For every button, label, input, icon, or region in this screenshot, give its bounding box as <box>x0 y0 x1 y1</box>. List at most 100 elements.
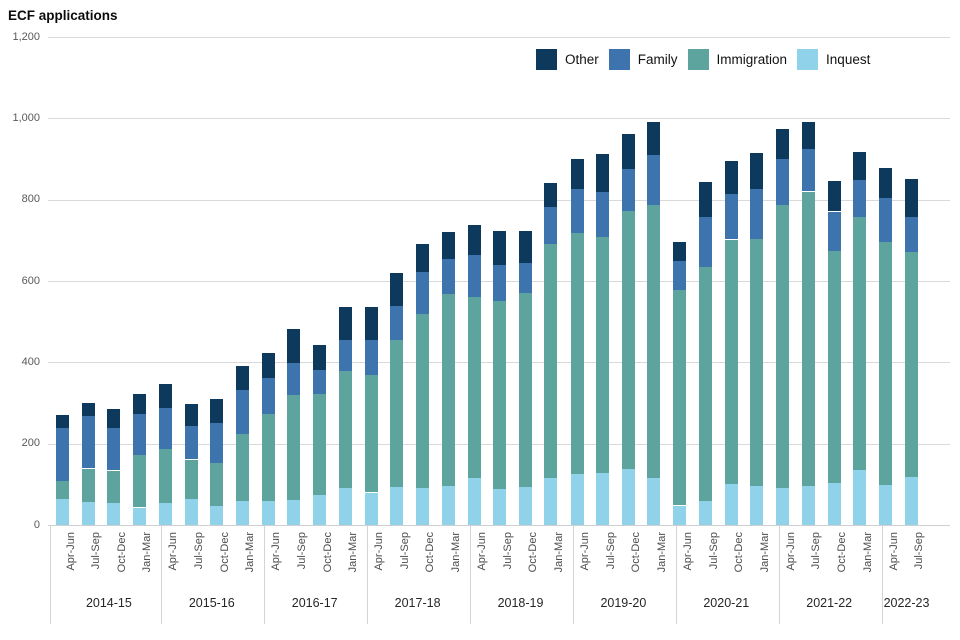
bar-segment-immigration-2017-18-Apr-Jun <box>364 375 378 493</box>
group-separator <box>675 526 677 624</box>
bar-segment-immigration-2019-20-Oct-Dec <box>621 211 635 469</box>
legend-label: Inquest <box>826 52 871 67</box>
bar-segment-inquest-2014-15-Apr-Jun <box>56 499 69 525</box>
bar-segment-family-2016-17-Jul-Sep <box>287 362 301 396</box>
bar-segment-other-2014-15-Apr-Jun <box>56 415 69 428</box>
gridline-1200 <box>48 37 950 38</box>
bar-segment-other-2016-17-Jul-Sep <box>287 329 301 363</box>
bar-segment-immigration-2014-15-Oct-Dec <box>107 470 121 503</box>
x-axis-quarter-label: Oct-Dec <box>115 532 128 573</box>
bar-segment-family-2015-16-Apr-Jun <box>158 407 172 449</box>
y-tick-label: 200 <box>21 437 40 450</box>
bar-segment-inquest-2015-16-Apr-Jun <box>158 502 172 525</box>
bar-segment-inquest-2014-15-Oct-Dec <box>107 503 121 525</box>
legend-label: Family <box>637 52 678 67</box>
bar-segment-inquest-2016-17-Apr-Jun <box>261 501 275 525</box>
bar-segment-family-2019-20-Jan-Mar <box>647 154 661 205</box>
bar-segment-immigration-2017-18-Jul-Sep <box>390 340 404 488</box>
bar-segment-immigration-2015-16-Jul-Sep <box>184 459 198 500</box>
x-axis-quarter-label: Oct-Dec <box>836 532 848 573</box>
x-axis-quarter-label: Jan-Mar <box>861 532 874 573</box>
bar-segment-immigration-2020-21-Jan-Mar <box>750 238 764 487</box>
group-separator <box>264 526 266 624</box>
bar-segment-family-2015-16-Jul-Sep <box>184 426 198 460</box>
group-separator <box>470 526 472 624</box>
gridline-0 <box>48 525 950 526</box>
bar-segment-inquest-2022-23-Jul-Sep <box>904 477 918 525</box>
bar-segment-immigration-2021-22-Jul-Sep <box>801 191 815 487</box>
bar-segment-immigration-2014-15-Jan-Mar <box>132 454 146 508</box>
legend-item-other: Other <box>536 49 599 70</box>
bar-segment-immigration-2021-22-Jan-Mar <box>853 216 867 470</box>
bar-segment-other-2015-16-Apr-Jun <box>158 383 172 408</box>
bar-segment-immigration-2020-21-Apr-Jun <box>673 290 687 506</box>
bar-segment-inquest-2019-20-Jul-Sep <box>596 472 610 525</box>
x-axis-quarter-label: Oct-Dec <box>630 532 643 573</box>
x-axis-quarter-label: Apr-Jun <box>579 532 591 571</box>
bar-segment-immigration-2016-17-Jan-Mar <box>338 371 352 488</box>
bar-segment-family-2016-17-Oct-Dec <box>313 369 326 394</box>
x-axis-quarter-label: Jan-Mar <box>141 532 154 573</box>
x-axis-quarter-label: Jul-Sep <box>604 532 617 570</box>
x-axis-quarter-label: Apr-Jun <box>784 532 797 571</box>
bar-segment-other-2014-15-Oct-Dec <box>107 409 121 429</box>
bar-segment-family-2021-22-Jul-Sep <box>801 148 815 192</box>
x-axis-year-label: 2021-22 <box>806 596 853 610</box>
bar-segment-immigration-2022-23-Jul-Sep <box>904 251 918 477</box>
group-separator <box>881 526 883 624</box>
bar-segment-immigration-2018-19-Oct-Dec <box>518 292 532 487</box>
bar-segment-immigration-2020-21-Oct-Dec <box>724 239 738 484</box>
bar-segment-family-2014-15-Apr-Jun <box>56 427 69 481</box>
x-axis-year-label: 2014-15 <box>85 596 132 610</box>
x-axis-quarter-label: Apr-Jun <box>887 532 900 571</box>
bar-segment-inquest-2021-22-Jan-Mar <box>853 469 867 525</box>
bar-segment-other-2020-21-Apr-Jun <box>673 241 687 262</box>
gridline-1000 <box>48 118 950 120</box>
x-axis-quarter-label: Jul-Sep <box>90 532 103 570</box>
bar-segment-family-2015-16-Oct-Dec <box>210 422 224 463</box>
y-tick-label: 1,200 <box>12 30 40 43</box>
x-axis-quarter-label: Jul-Sep <box>810 532 823 570</box>
legend-swatch-family <box>608 49 630 70</box>
bar-segment-family-2014-15-Jul-Sep <box>81 415 95 469</box>
bar-segment-inquest-2019-20-Apr-Jun <box>570 474 584 525</box>
bar-segment-family-2019-20-Apr-Jun <box>570 188 584 234</box>
x-axis-quarter-label: Jan-Mar <box>552 532 565 573</box>
bar-segment-inquest-2017-18-Jan-Mar <box>441 486 455 525</box>
group-separator <box>50 526 51 624</box>
bar-segment-family-2017-18-Jan-Mar <box>441 259 455 295</box>
x-axis-quarter-label: Jul-Sep <box>398 532 411 570</box>
bar-segment-family-2020-21-Apr-Jun <box>673 261 687 291</box>
bar-segment-inquest-2017-18-Apr-Jun <box>364 492 378 525</box>
bar-segment-inquest-2022-23-Apr-Jun <box>879 485 893 525</box>
x-axis-quarter-label: Oct-Dec <box>218 532 231 573</box>
bar-segment-inquest-2018-19-Jul-Sep <box>493 488 507 525</box>
bar-segment-inquest-2018-19-Oct-Dec <box>518 486 532 525</box>
bar-segment-other-2019-20-Jan-Mar <box>647 122 661 155</box>
bar-segment-immigration-2018-19-Apr-Jun <box>467 297 481 479</box>
bar-segment-other-2022-23-Apr-Jun <box>879 167 893 198</box>
bar-segment-family-2021-22-Apr-Jun <box>776 159 790 205</box>
x-axis-quarter-label: Apr-Jun <box>167 532 180 571</box>
bar-segment-other-2017-18-Jan-Mar <box>441 232 455 260</box>
bar-segment-family-2018-19-Apr-Jun <box>467 254 481 298</box>
bar-segment-other-2015-16-Jan-Mar <box>235 366 249 390</box>
bar-segment-immigration-2017-18-Oct-Dec <box>415 314 429 489</box>
bar-segment-family-2019-20-Jul-Sep <box>596 192 610 237</box>
y-tick-label: 800 <box>21 193 40 206</box>
bar-segment-immigration-2018-19-Jul-Sep <box>493 301 507 489</box>
x-axis-quarter-label: Jul-Sep <box>913 532 926 570</box>
bar-segment-inquest-2020-21-Oct-Dec <box>724 483 738 525</box>
bar-segment-family-2020-21-Jan-Mar <box>750 189 764 239</box>
bar-segment-inquest-2017-18-Oct-Dec <box>415 488 429 525</box>
bar-segment-immigration-2014-15-Apr-Jun <box>56 480 69 499</box>
x-axis-quarter-label: Jan-Mar <box>244 532 257 573</box>
bar-segment-inquest-2016-17-Oct-Dec <box>313 495 326 525</box>
x-axis-quarter-label: Jul-Sep <box>707 532 720 570</box>
legend-item-family: Family <box>608 49 678 70</box>
bar-segment-other-2016-17-Oct-Dec <box>313 344 326 370</box>
y-tick-label: 600 <box>21 274 40 287</box>
bar-segment-immigration-2016-17-Jul-Sep <box>287 395 301 501</box>
bar-segment-immigration-2015-16-Jan-Mar <box>235 434 249 502</box>
